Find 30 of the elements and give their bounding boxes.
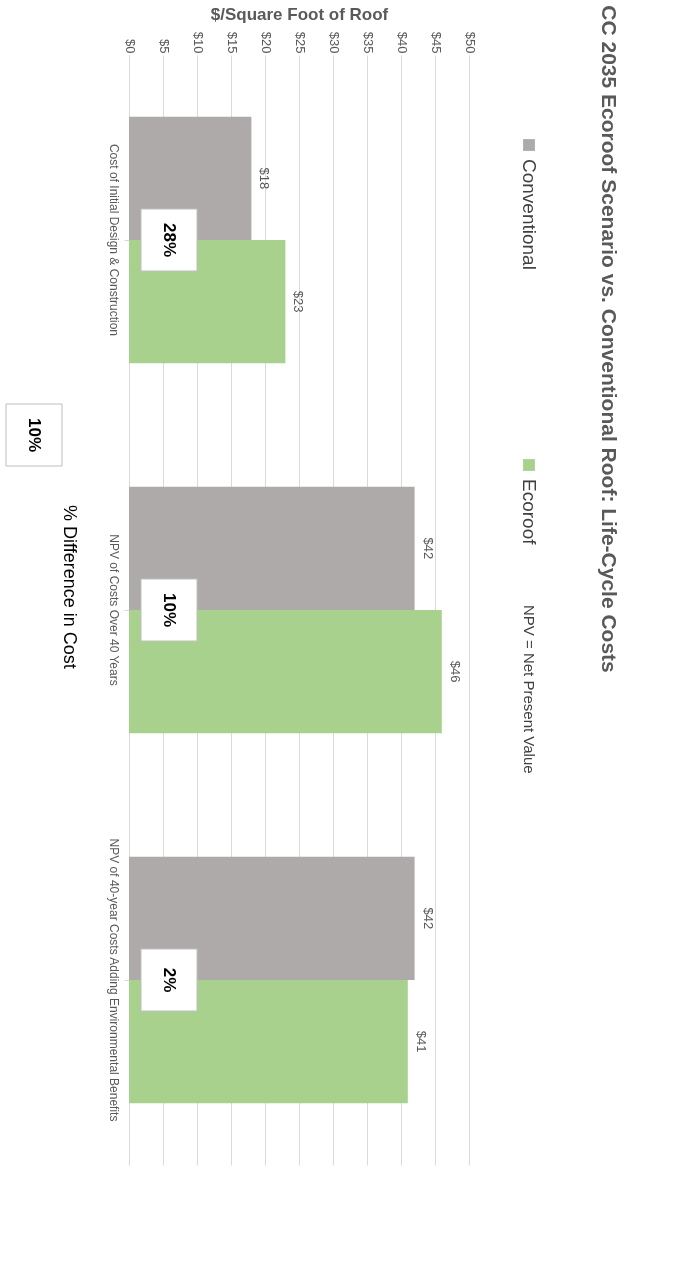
text: CC 2035 Ecoroof Scenario vs. Conventional Roof: Life-Cycle Costs xyxy=(598,5,621,673)
x-tick-label: $40 xyxy=(394,31,410,54)
legend-label: Ecoroof xyxy=(519,479,540,546)
x-tick-label: $25 xyxy=(292,31,308,54)
data-label: $18 xyxy=(257,167,273,190)
x-tick-label: $10 xyxy=(190,31,206,54)
x-tick-label: $20 xyxy=(258,31,274,54)
data-label: $23 xyxy=(291,290,307,313)
data-label: $42 xyxy=(420,907,436,930)
annotation: 10% xyxy=(160,592,179,628)
y-tick-label: NPV of Costs Over 40 Years xyxy=(106,534,121,686)
data-label: $41 xyxy=(413,1030,429,1053)
y-tick-label: Cost of Initial Design & Construction xyxy=(106,143,121,337)
x-tick-label: $35 xyxy=(360,31,376,54)
x-tick-label: $50 xyxy=(462,31,478,54)
data-label: $46 xyxy=(447,660,463,683)
annotation: 28% xyxy=(160,222,179,258)
text: % Difference in Cost xyxy=(60,505,80,669)
legend-label: Conventional xyxy=(519,159,540,270)
x-tick-label: $5 xyxy=(156,39,172,54)
text: NPV = Net Present Value xyxy=(521,605,538,774)
text: 10% xyxy=(25,417,44,453)
x-tick-label: $15 xyxy=(224,31,240,54)
annotation: 2% xyxy=(160,967,179,993)
x-tick-label: $45 xyxy=(428,31,444,54)
data-label: $42 xyxy=(420,537,436,560)
y-tick-label: NPV of 40-year Costs Adding Environmental Benefits xyxy=(106,838,121,1122)
x-axis-title: $/Square Foot of Roof xyxy=(210,4,389,24)
x-tick-label: $0 xyxy=(122,39,138,54)
x-tick-label: $30 xyxy=(326,31,342,54)
